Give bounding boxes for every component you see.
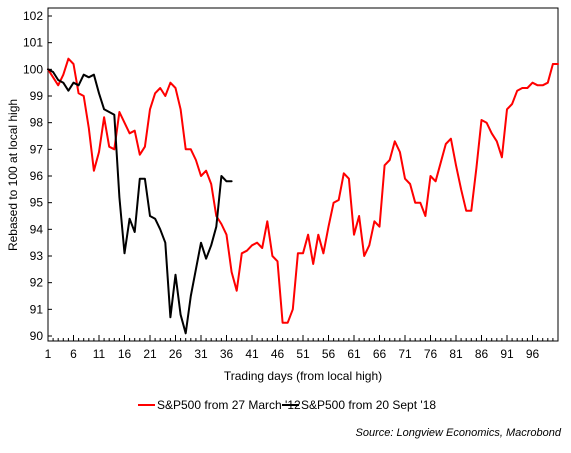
source-note: Source: Longview Economics, Macrobond — [356, 427, 562, 439]
y-tick-label: 102 — [23, 9, 43, 23]
x-tick-label: 21 — [143, 347, 157, 361]
y-tick-label: 93 — [30, 249, 44, 263]
x-tick-label: 81 — [449, 347, 463, 361]
x-tick-label: 1 — [45, 347, 52, 361]
x-axis-title: Trading days (from local high) — [224, 369, 382, 383]
y-tick-label: 95 — [30, 196, 44, 210]
y-tick-label: 100 — [23, 62, 43, 76]
y-tick-label: 94 — [30, 222, 44, 236]
plot-area — [47, 7, 559, 342]
series-line-2 — [47, 68, 233, 335]
y-axis: 90 91 92 93 94 95 96 97 98 99 100 101 102 — [23, 9, 52, 343]
series-layer — [47, 57, 559, 335]
x-tick-label: 96 — [526, 347, 540, 361]
y-axis-title: Rebased to 100 at local high — [6, 99, 20, 251]
y-tick-label: 92 — [30, 276, 44, 290]
y-tick-label: 98 — [30, 116, 44, 130]
x-tick-label: 91 — [500, 347, 514, 361]
legend: S&P500 from 27 March '12 S&P500 from 20 … — [138, 398, 436, 412]
x-tick-label: 66 — [373, 347, 387, 361]
x-tick-label: 61 — [347, 347, 361, 361]
y-tick-label: 91 — [30, 302, 44, 316]
x-tick-label: 86 — [475, 347, 489, 361]
x-tick-label: 71 — [398, 347, 412, 361]
y-tick-label: 101 — [23, 36, 43, 50]
x-tick-label: 16 — [118, 347, 132, 361]
x-tick-label: 11 — [93, 347, 106, 361]
x-tick-label: 36 — [220, 347, 234, 361]
legend-label-series-2: S&P500 from 20 Sept '18 — [301, 398, 436, 412]
y-tick-label: 97 — [30, 142, 44, 156]
x-tick-label: 41 — [245, 347, 259, 361]
x-tick-label: 6 — [70, 347, 77, 361]
y-tick-label: 90 — [30, 329, 44, 343]
series-line-1 — [47, 57, 559, 324]
x-axis: 1 6 11 16 21 26 31 36 41 46 51 56 61 66 71 76 81 86 91 96 — [45, 335, 559, 361]
x-tick-label: 31 — [194, 347, 208, 361]
x-tick-label: 76 — [424, 347, 438, 361]
x-tick-label: 56 — [322, 347, 336, 361]
x-tick-label: 46 — [271, 347, 285, 361]
legend-label-series-1: S&P500 from 27 March '12 — [157, 398, 301, 412]
y-tick-label: 96 — [30, 169, 44, 183]
y-tick-label: 99 — [30, 89, 44, 103]
x-tick-label: 26 — [169, 347, 183, 361]
x-tick-label: 51 — [296, 347, 310, 361]
